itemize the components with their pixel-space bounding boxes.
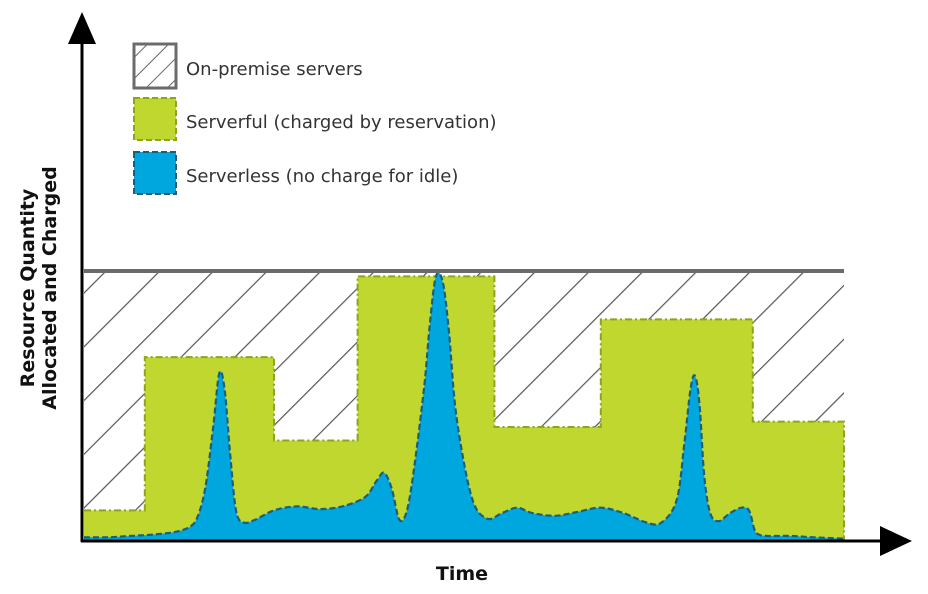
legend-swatch-serverful bbox=[133, 97, 177, 141]
serverful-area bbox=[84, 276, 844, 540]
y-axis-label-line-2: Allocated and Charged bbox=[39, 166, 61, 409]
legend-label-serverless: Serverless (no charge for idle) bbox=[186, 166, 458, 187]
legend-label-onprem: On-premise servers bbox=[186, 59, 363, 80]
y-axis-label-line-1: Resource Quantity bbox=[17, 188, 39, 387]
serverless-area bbox=[84, 272, 844, 540]
legend-label-serverful: Serverful (charged by reservation) bbox=[186, 112, 497, 133]
x-axis-label: Time bbox=[436, 563, 488, 585]
legend-swatch-serverless bbox=[133, 151, 177, 195]
axes bbox=[68, 12, 912, 556]
plot-layer bbox=[83, 269, 845, 540]
y-axis-label: Resource Quantity Allocated and Charged bbox=[17, 166, 61, 409]
legend: On-premise servers Serverful (charged by… bbox=[132, 42, 497, 195]
legend-swatch-onprem bbox=[132, 42, 178, 90]
serverful-outline bbox=[84, 275, 845, 540]
serverless-outline bbox=[83, 271, 845, 540]
y-axis-arrow-icon bbox=[68, 12, 96, 44]
x-axis-arrow-icon bbox=[880, 526, 912, 556]
